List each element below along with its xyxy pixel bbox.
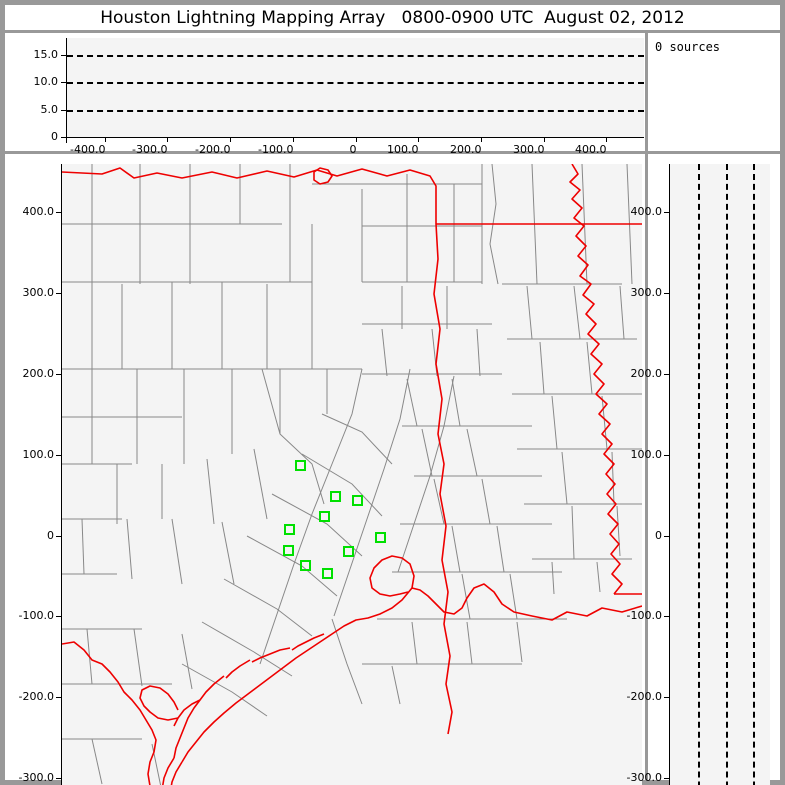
y-tick — [61, 137, 67, 138]
y-tick — [56, 374, 62, 375]
y-tick — [56, 212, 62, 213]
east-west-altitude-plot-area[interactable] — [670, 164, 770, 785]
lightning-source-marker — [295, 460, 306, 471]
gridline-horizontal — [67, 82, 644, 84]
y-tick — [664, 778, 670, 779]
y-tick — [56, 293, 62, 294]
y-tick — [664, 616, 670, 617]
y-tick — [664, 293, 670, 294]
y-tick-label: 300.0 — [630, 286, 663, 299]
y-tick-label: 15.0 — [33, 48, 59, 61]
east-west-altitude-panel: 400.0300.0200.0100.00-100.0-200.0-300.0-… — [627, 154, 780, 785]
y-tick-label: 0 — [47, 529, 54, 542]
title-bar: Houston Lightning Mapping Array 0800-090… — [5, 5, 780, 30]
y-tick — [56, 536, 62, 537]
county-boundaries — [62, 164, 642, 785]
gridline-horizontal — [67, 55, 644, 57]
x-tick — [606, 137, 607, 142]
y-tick-label: 10.0 — [33, 75, 59, 88]
time-altitude-plot-area[interactable] — [67, 38, 644, 137]
y-tick-label: 100.0 — [22, 448, 55, 461]
lightning-source-marker — [322, 568, 333, 579]
x-axis-line — [61, 137, 644, 138]
y-tick-label: -300.0 — [626, 771, 662, 784]
gridline-vertical — [753, 164, 755, 785]
page-title: Houston Lightning Mapping Array 0800-090… — [100, 7, 685, 28]
y-tick-label: 400.0 — [630, 205, 663, 218]
lightning-source-marker — [343, 546, 354, 557]
lightning-source-marker — [300, 560, 311, 571]
sources-info-panel: 0 sources — [648, 33, 780, 151]
y-tick — [61, 82, 67, 83]
x-tick — [418, 137, 419, 142]
y-axis-line — [669, 164, 670, 785]
x-tick — [293, 137, 294, 142]
x-tick — [356, 137, 357, 142]
map-geography — [62, 164, 642, 785]
x-tick — [544, 137, 545, 142]
lightning-source-marker — [330, 491, 341, 502]
y-tick — [56, 778, 62, 779]
y-tick-label: 200.0 — [630, 367, 663, 380]
y-axis-line — [66, 38, 67, 143]
y-tick-label: -100.0 — [626, 609, 662, 622]
y-tick — [664, 455, 670, 456]
y-tick-label: 100.0 — [630, 448, 663, 461]
y-tick-label: 5.0 — [40, 103, 59, 116]
lightning-source-marker — [319, 511, 330, 522]
y-tick — [664, 536, 670, 537]
y-tick — [61, 110, 67, 111]
gridline-vertical — [726, 164, 728, 785]
y-tick-label: 0 — [655, 529, 662, 542]
lightning-source-marker — [284, 524, 295, 535]
y-tick-label: 0 — [51, 130, 58, 143]
lightning-source-marker — [352, 495, 363, 506]
y-tick — [56, 697, 62, 698]
plan-view-map-panel: 400.0300.0200.0100.00-100.0-200.0-300.0-… — [5, 154, 645, 785]
x-tick — [230, 137, 231, 142]
y-axis-line — [61, 164, 62, 785]
y-tick-label: -300.0 — [18, 771, 54, 784]
gridline-vertical — [698, 164, 700, 785]
y-tick — [664, 212, 670, 213]
state-boundaries — [62, 164, 642, 785]
y-tick-label: -200.0 — [18, 690, 54, 703]
y-tick-label: -200.0 — [626, 690, 662, 703]
y-tick-label: 200.0 — [22, 367, 55, 380]
time-altitude-panel: 0 5.0 10.0 15.0 -400.0 -300.0 -200.0 -100.0 0 100… — [5, 33, 645, 156]
y-tick — [664, 697, 670, 698]
plan-view-map-plot-area[interactable] — [62, 164, 642, 785]
x-tick — [481, 137, 482, 142]
y-tick — [61, 55, 67, 56]
y-tick-label: -100.0 — [18, 609, 54, 622]
source-count-label: 0 sources — [655, 40, 721, 54]
y-tick-label: 300.0 — [22, 286, 55, 299]
x-tick — [105, 137, 106, 142]
lightning-source-marker — [375, 532, 386, 543]
y-tick — [664, 374, 670, 375]
gridline-horizontal — [67, 110, 644, 112]
y-tick — [56, 455, 62, 456]
lightning-source-marker — [283, 545, 294, 556]
y-tick — [56, 616, 62, 617]
y-tick-label: 400.0 — [22, 205, 55, 218]
x-tick — [167, 137, 168, 142]
